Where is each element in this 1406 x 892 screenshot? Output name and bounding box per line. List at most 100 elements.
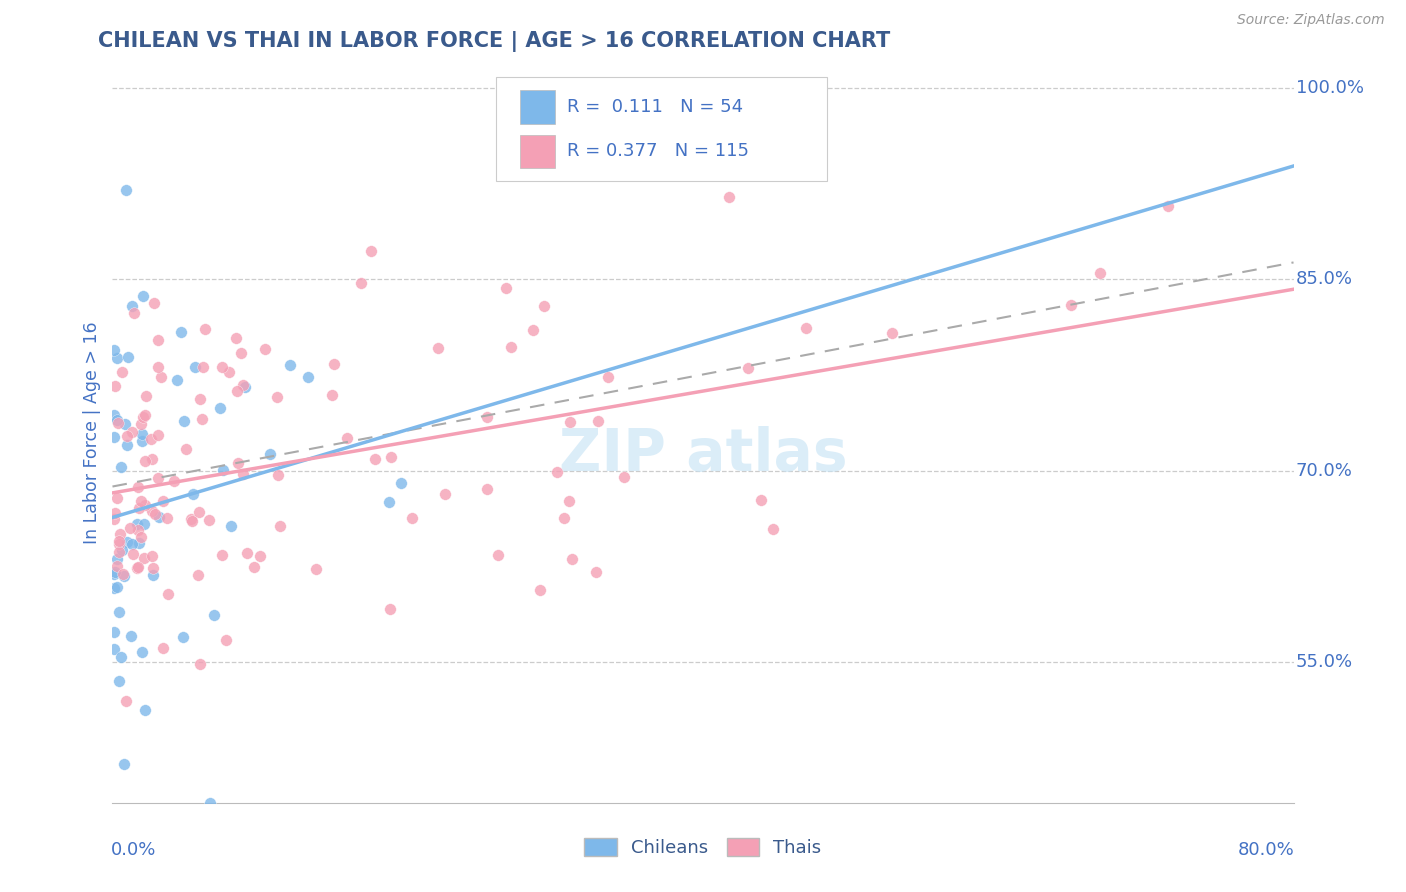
Point [321,387,343,401]
Point [104,565,127,579]
Point [132,551,155,566]
Point [103,567,125,582]
Point [173,414,195,428]
Point [132,410,155,425]
Point [103,430,125,444]
Point [486,548,509,562]
Point [187,568,209,582]
Point [278,359,301,373]
Point [475,482,498,496]
Point [129,494,152,508]
Point [378,494,401,508]
Point [121,537,143,551]
Point [209,401,232,415]
Point [360,244,382,258]
Point [211,359,233,374]
Point [598,370,620,384]
Point [225,331,247,345]
Point [253,343,276,357]
Text: 85.0%: 85.0% [1296,270,1353,288]
Point [297,369,319,384]
Text: CHILEAN VS THAI IN LABOR FORCE | AGE > 16 CORRELATION CHART: CHILEAN VS THAI IN LABOR FORCE | AGE > 1… [98,31,890,53]
Point [114,417,136,431]
Point [232,378,254,392]
Point [107,416,129,430]
Point [305,562,328,576]
Point [499,340,522,354]
Point [191,359,214,374]
Point [146,360,169,375]
Point [1157,199,1180,213]
Point [269,519,291,533]
Point [146,471,169,485]
Point [761,522,783,536]
Point [114,183,136,197]
Point [150,370,173,384]
Point [235,546,257,560]
Point [115,535,138,549]
Point [155,510,177,524]
Point [737,360,759,375]
Point [1060,298,1083,312]
Text: R =  0.111   N = 54: R = 0.111 N = 54 [567,98,744,116]
Point [558,493,581,508]
Point [221,518,243,533]
FancyBboxPatch shape [520,135,555,168]
Point [187,505,209,519]
Point [717,190,740,204]
Point [118,521,141,535]
Point [180,512,202,526]
Point [112,756,135,771]
Point [202,607,225,622]
Point [586,414,609,428]
Point [215,632,238,647]
Point [132,288,155,302]
Point [107,673,129,688]
Point [546,465,568,479]
Point [125,516,148,531]
Text: 100.0%: 100.0% [1296,79,1364,97]
Point [103,511,125,525]
Point [228,456,250,470]
Point [233,379,256,393]
Point [131,434,153,448]
Point [115,694,138,708]
Point [129,417,152,432]
Point [105,552,128,566]
Point [108,526,131,541]
Text: 0.0%: 0.0% [111,840,156,859]
Point [132,517,155,532]
Point [794,321,817,335]
Point [749,492,772,507]
Point [232,467,254,482]
Point [117,350,139,364]
Point [146,427,169,442]
Point [495,280,517,294]
Point [266,390,288,404]
Text: 80.0%: 80.0% [1237,840,1295,859]
Point [128,536,150,550]
FancyBboxPatch shape [520,90,555,123]
Point [401,511,423,525]
Point [475,410,498,425]
Point [229,346,252,360]
Point [127,524,149,538]
Point [103,343,125,357]
Point [105,491,128,506]
Text: R = 0.377   N = 115: R = 0.377 N = 115 [567,143,749,161]
Point [259,447,281,461]
Point [522,323,544,337]
Point [380,450,402,464]
Point [184,359,207,374]
Point [364,452,387,467]
Point [108,534,131,549]
Point [553,511,575,525]
Point [122,306,145,320]
Point [107,537,129,551]
Point [125,561,148,575]
Point [380,602,402,616]
Point [141,452,163,467]
Point [243,560,266,574]
Point [156,587,179,601]
Point [131,645,153,659]
